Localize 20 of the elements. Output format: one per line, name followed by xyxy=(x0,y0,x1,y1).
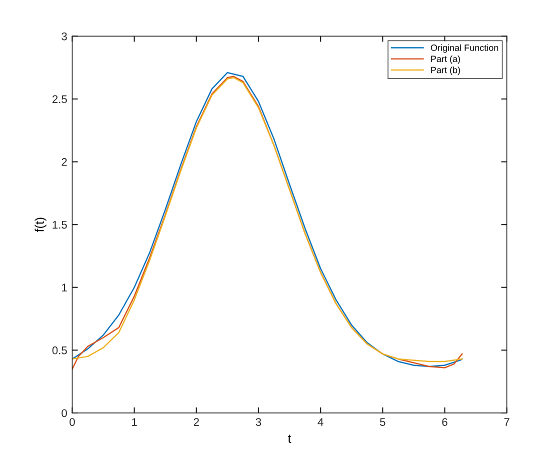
x-tick-label: 2 xyxy=(194,418,199,426)
x-tick-label: 1 xyxy=(132,418,137,426)
x-tick-label: 5 xyxy=(380,418,386,426)
y-tick-label: 0.5 xyxy=(52,346,67,354)
y-tick-label: 0 xyxy=(62,409,67,418)
y-tick-label: 3 xyxy=(62,32,67,40)
x-axis-title: t xyxy=(288,434,292,443)
x-tick-label: 6 xyxy=(442,418,448,426)
legend-label: Original Function xyxy=(430,44,498,53)
y-tick-label: 1.5 xyxy=(52,220,67,229)
legend-label: Part (a) xyxy=(431,55,460,64)
x-tick-label: 0 xyxy=(70,418,75,426)
x-tick-label: 7 xyxy=(504,418,510,426)
x-tick-label: 4 xyxy=(318,418,324,426)
legend-label: Part (b) xyxy=(431,66,460,75)
y-tick-label: 1 xyxy=(62,284,67,292)
y-axis-title: f(t) xyxy=(34,218,46,232)
y-tick-label: 2.5 xyxy=(52,95,67,104)
y-tick-label: 2 xyxy=(62,158,67,166)
x-tick-label: 3 xyxy=(256,418,262,426)
